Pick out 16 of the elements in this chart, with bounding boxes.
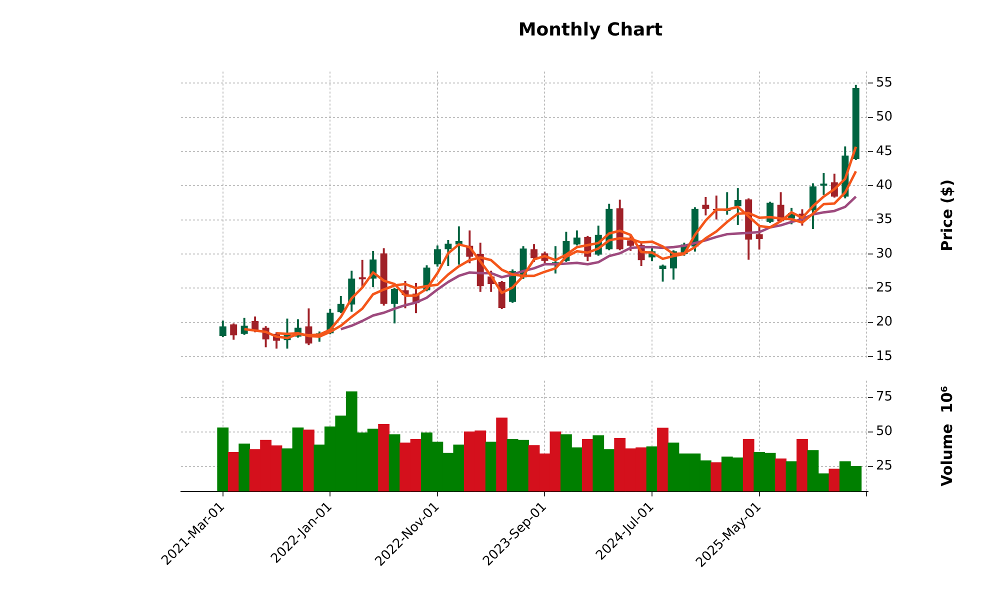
y-tick-label: 25: [876, 280, 893, 296]
y-tick-label: 25: [876, 458, 893, 474]
y-axis-title: Price ($): [938, 179, 956, 252]
chart-title: Monthly Chart: [518, 19, 664, 40]
y-tick-label: 50: [876, 110, 893, 125]
y-tick-label: 20: [876, 314, 893, 330]
y-tick-label: 15: [876, 348, 893, 364]
y-tick-label: 55: [876, 76, 893, 91]
y-tick-label: 50: [876, 424, 893, 440]
y-axis-title: Volume 10⁶: [938, 386, 956, 486]
y-tick-label: 45: [876, 144, 893, 159]
y-tick-label: 35: [876, 212, 893, 228]
candlestick: [820, 173, 828, 195]
y-tick-label: 75: [876, 390, 893, 405]
y-tick-label: 40: [876, 178, 893, 194]
y-tick-label: 30: [876, 246, 893, 262]
